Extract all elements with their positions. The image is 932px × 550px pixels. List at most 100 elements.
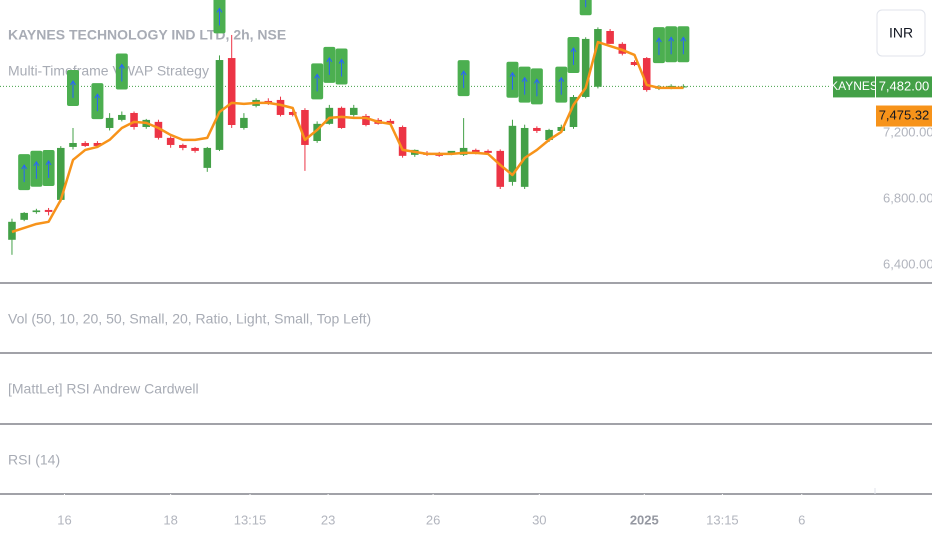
- candle-body: [154, 121, 163, 138]
- buy-signal-arrowhead: [533, 78, 540, 84]
- x-tick-label: 18: [163, 512, 177, 527]
- x-tick-label: 30: [532, 512, 546, 527]
- buy-signal-arrowhead: [33, 160, 40, 167]
- buy-signal: [66, 69, 79, 106]
- buy-signal-arrowhead: [314, 73, 321, 79]
- buy-signal-box: [579, 0, 592, 16]
- buy-signal: [457, 60, 470, 97]
- buy-signal-arrowhead: [521, 76, 528, 82]
- candle-body: [69, 142, 77, 147]
- candle-body: [166, 137, 175, 145]
- buy-signal: [665, 26, 678, 63]
- indicator-title: Vol (50, 10, 20, 50, Small, 20, Ratio, L…: [8, 311, 371, 327]
- candle-body: [569, 96, 578, 127]
- vwap-line: [11, 40, 684, 234]
- symbol-tag: [833, 76, 875, 98]
- candle-body: [93, 142, 102, 146]
- y-tick-label: 6,800.00: [883, 190, 932, 205]
- currency-label[interactable]: INR: [889, 25, 913, 41]
- candle-body: [288, 111, 297, 115]
- buy-signal: [530, 68, 543, 105]
- candle-body: [20, 212, 28, 220]
- buy-signal: [115, 53, 128, 90]
- buy-signal: [18, 154, 31, 191]
- candle-body: [32, 210, 41, 213]
- symbol-tag-label: KAYNES: [830, 79, 878, 93]
- x-tick-label: 2025: [630, 512, 659, 527]
- buy-signal: [30, 150, 43, 187]
- buy-signal: [506, 61, 519, 98]
- buy-signal: [335, 48, 348, 85]
- candle-body: [484, 150, 492, 153]
- buy-signal-arrowhead: [326, 56, 333, 63]
- candle-body: [203, 147, 212, 168]
- candle-body: [130, 112, 138, 127]
- buy-signal: [42, 149, 55, 186]
- candle-body: [179, 144, 187, 148]
- buy-signal-arrowhead: [509, 71, 516, 77]
- buy-signal-arrowhead: [94, 93, 101, 99]
- x-tick-label: 23: [321, 512, 335, 527]
- buy-signal-arrowhead: [460, 70, 467, 76]
- last-price-label: 7,482.00: [879, 78, 930, 93]
- vwap-price-label: 7,475.32: [879, 107, 930, 122]
- candle-body: [81, 142, 89, 146]
- buy-signal-arrowhead: [216, 7, 223, 13]
- buy-signal-arrowhead: [21, 164, 28, 170]
- candle-body: [105, 117, 114, 128]
- candle-body: [276, 99, 285, 115]
- buy-signal: [323, 46, 336, 83]
- candle-body: [630, 62, 639, 65]
- buy-signal-arrowhead: [70, 80, 76, 86]
- indicator-title: [MattLet] RSI Andrew Cardwell: [8, 381, 199, 397]
- x-tick-label: 13:15: [234, 512, 267, 527]
- candle-body: [349, 107, 358, 115]
- candle-body: [44, 209, 53, 212]
- buy-signal-arrowhead: [558, 76, 565, 82]
- candle-body: [642, 58, 651, 91]
- candle-body: [325, 107, 334, 124]
- candle-body: [508, 125, 517, 182]
- buy-signal: [567, 36, 580, 73]
- candle-body: [496, 150, 505, 187]
- buy-signal: [677, 26, 690, 63]
- candle-body: [57, 147, 65, 200]
- buy-signal-arrowhead: [656, 37, 662, 43]
- pane-separators: [0, 282, 932, 495]
- y-tick-label: 6,400.00: [883, 256, 932, 271]
- buy-signal: [555, 66, 568, 103]
- candle-body: [215, 60, 224, 150]
- buy-signal: [518, 66, 531, 103]
- candle-body: [362, 115, 370, 126]
- candle-body: [447, 150, 456, 154]
- candle-body: [313, 123, 321, 142]
- buy-signal-arrowhead: [668, 36, 675, 42]
- buy-signal: [213, 0, 226, 34]
- y-tick-label: 7,200.00: [883, 124, 932, 139]
- candle-body: [118, 114, 126, 120]
- buy-signal: [652, 27, 665, 64]
- buy-signal: [311, 63, 324, 100]
- currency-button[interactable]: [876, 9, 926, 57]
- vwap-price-tag: [876, 105, 932, 127]
- buy-signal: [579, 0, 592, 16]
- buy-signal-arrowhead: [680, 36, 687, 42]
- x-tick-label: 16: [57, 512, 71, 527]
- candle-body: [191, 147, 199, 151]
- x-tick-label: 13:15: [706, 512, 739, 527]
- candle-body: [227, 58, 236, 126]
- chart-title: KAYNES TECHNOLOGY IND LTD, 2h, NSE: [8, 27, 286, 43]
- candle-body: [301, 110, 309, 145]
- indicator-title: RSI (14): [8, 452, 60, 468]
- candle-body: [459, 147, 468, 155]
- last-price-tag: [876, 76, 932, 98]
- buy-signal-arrowhead: [570, 47, 577, 53]
- chart-subtitle: Multi-Timeframe VWAP Strategy: [8, 63, 209, 79]
- buy-signal: [91, 83, 104, 120]
- candle-body: [581, 38, 590, 97]
- candle-body: [398, 126, 407, 156]
- buy-signal-arrowhead: [118, 63, 125, 69]
- candle-body: [594, 29, 602, 87]
- candle-body: [386, 120, 395, 124]
